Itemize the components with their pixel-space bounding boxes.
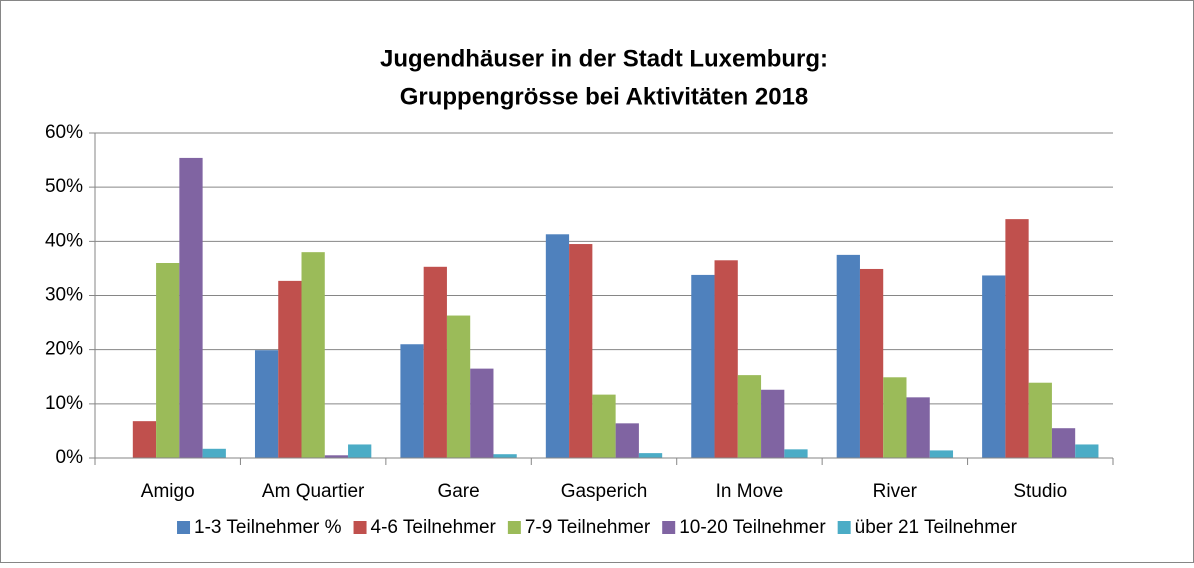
bar: [446, 315, 471, 458]
bar: [132, 421, 157, 458]
legend-swatch: [662, 521, 676, 534]
bar: [324, 455, 349, 458]
legend-label: über 21 Teilnehmer: [855, 517, 1018, 538]
bar: [470, 368, 494, 458]
bar: [202, 448, 226, 458]
bar: [545, 234, 570, 458]
bar: [254, 350, 279, 458]
bar: [1075, 444, 1099, 458]
bar: [737, 375, 762, 458]
legend-label: 10-20 Teilnehmer: [679, 517, 826, 538]
y-tick-label: 40%: [45, 230, 83, 251]
chart-title: Jugendhäuser in der Stadt Luxemburg:: [380, 45, 828, 72]
x-tick-label: Gasperich: [561, 481, 648, 502]
y-tick-label: 60%: [45, 122, 83, 143]
bar: [761, 389, 785, 458]
chart-title: Gruppengrösse bei Aktivitäten 2018: [400, 83, 809, 110]
bar: [1051, 428, 1076, 458]
bar: [906, 397, 930, 458]
bar: [1005, 219, 1029, 458]
bar: [714, 260, 738, 458]
bar: [156, 263, 180, 458]
bar: [423, 266, 447, 458]
legend-swatch: [837, 521, 851, 534]
bar: [859, 268, 884, 458]
x-tick-label: In Move: [716, 481, 784, 502]
bar: [784, 449, 808, 458]
bar: [929, 450, 954, 458]
x-tick-label: Studio: [1013, 481, 1067, 502]
legend-label: 1-3 Teilnehmer %: [194, 517, 342, 538]
y-tick-label: 50%: [45, 176, 83, 197]
x-tick-label: River: [873, 481, 918, 502]
y-tick-label: 10%: [45, 393, 83, 414]
legend-label: 7-9 Teilnehmer: [525, 517, 651, 538]
bar: [493, 454, 517, 458]
legend-swatch: [353, 521, 367, 534]
legend-label: 4-6 Teilnehmer: [371, 517, 497, 538]
x-tick-label: Gare: [437, 481, 479, 502]
y-tick-label: 20%: [45, 339, 83, 360]
bar: [569, 244, 593, 458]
bar: [278, 280, 302, 458]
bar: [836, 254, 860, 458]
x-tick-label: Am Quartier: [262, 481, 365, 502]
bar: [348, 444, 372, 458]
x-tick-label: Amigo: [141, 481, 195, 502]
legend-swatch: [177, 521, 191, 534]
bar: [615, 423, 639, 458]
y-tick-label: 0%: [56, 447, 84, 468]
bar: [592, 394, 616, 458]
legend-swatch: [507, 521, 521, 534]
bar: [982, 275, 1006, 458]
bar: [691, 274, 715, 458]
bar: [638, 453, 663, 458]
bar: [883, 377, 907, 458]
y-tick-label: 30%: [45, 285, 83, 306]
bar: [301, 252, 325, 458]
bar: [179, 157, 203, 458]
bar: [1028, 382, 1052, 458]
bar: [400, 344, 424, 458]
